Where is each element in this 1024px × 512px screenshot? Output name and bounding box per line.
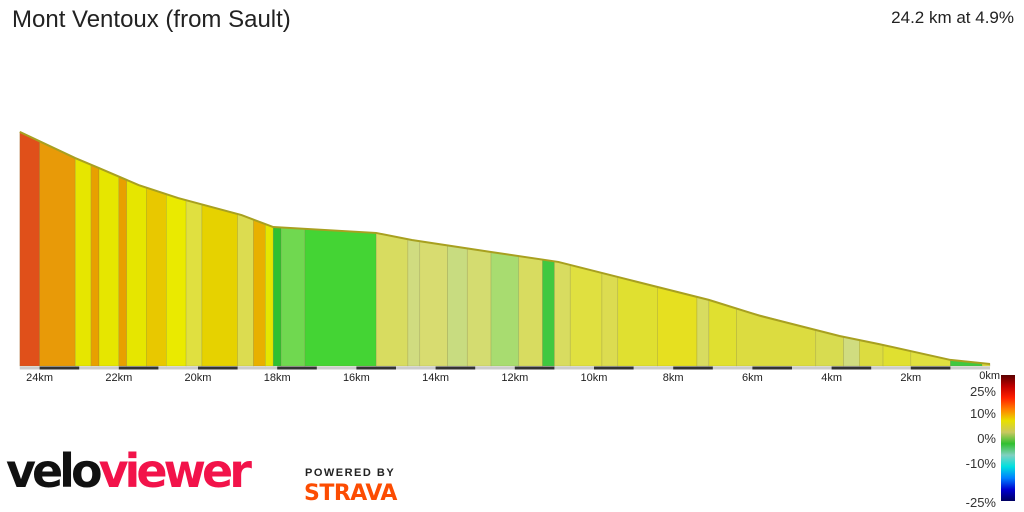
- grade-segment: [39, 140, 76, 367]
- grade-segment: [447, 245, 468, 367]
- grade-segment: [201, 204, 238, 367]
- grade-segment: [185, 199, 203, 367]
- grade-segment: [304, 228, 377, 367]
- grade-segment: [272, 226, 282, 367]
- legend-label: -10%: [966, 456, 997, 471]
- legend-label: 0%: [977, 431, 996, 446]
- axis-tick-label: 22km: [105, 372, 132, 384]
- axis-tick-label: 18km: [264, 372, 291, 384]
- grade-segment: [237, 213, 254, 367]
- grade-segment: [253, 219, 266, 367]
- grade-segment: [90, 164, 100, 367]
- grade-segment: [554, 260, 571, 367]
- profile-outline: [19, 131, 991, 365]
- grade-segment: [601, 272, 619, 367]
- grade-segment: [736, 308, 817, 367]
- axis-tick-label: 24km: [26, 372, 53, 384]
- grade-segment: [657, 286, 698, 367]
- grade-segment: [407, 238, 421, 367]
- grade-segment: [419, 240, 448, 367]
- grade-segment: [375, 232, 409, 367]
- axis-tick-label: 14km: [422, 372, 449, 384]
- grade-segment: [708, 299, 737, 367]
- legend-label: 10%: [970, 406, 996, 421]
- grade-segment: [696, 296, 710, 367]
- veloviewer-logo: veloviewer: [6, 444, 252, 498]
- segment-title: Mont Ventoux (from Sault): [12, 6, 291, 33]
- grade-segment: [466, 248, 492, 367]
- grade-segment: [518, 255, 543, 367]
- axis-tick-label: 0km: [979, 370, 1000, 382]
- axis-tick-label: 6km: [742, 372, 763, 384]
- profile-segments: [19, 131, 991, 367]
- grade-segment: [569, 264, 603, 367]
- axis-tick-label: 2km: [900, 372, 921, 384]
- axis-tick-label: 12km: [501, 372, 528, 384]
- axis-tick-label: 4km: [821, 372, 842, 384]
- grade-segment: [166, 193, 187, 367]
- axis-tick-label: 8km: [663, 372, 684, 384]
- legend-label: 25%: [970, 384, 996, 399]
- axis-tick-label: 10km: [581, 372, 608, 384]
- strava-logo: STRAVA: [304, 481, 397, 506]
- grade-segment: [280, 227, 306, 367]
- grade-segment: [126, 179, 147, 367]
- grade-segment: [542, 259, 555, 367]
- grade-segment: [98, 167, 120, 367]
- grade-segment: [490, 251, 520, 367]
- distance-axis: 24km 22km 20km 18km 16km 14km 12km 10km 8km 6km 4k…: [19, 366, 1000, 384]
- grade-segment: [617, 276, 658, 367]
- powered-by-label: POWERED BY: [305, 467, 396, 479]
- grade-segment: [118, 176, 128, 367]
- segment-summary: 24.2 km at 4.9%: [891, 8, 1014, 27]
- grade-segment: [74, 157, 92, 367]
- axis-tick-label: 20km: [185, 372, 212, 384]
- grade-segment: [265, 223, 274, 367]
- grade-segment: [19, 131, 40, 367]
- axis-tick-label: 16km: [343, 372, 370, 384]
- grade-segment: [843, 336, 860, 367]
- legend-label: -25%: [966, 495, 997, 510]
- grade-color-bar: [1001, 375, 1015, 501]
- grade-segment: [146, 187, 167, 367]
